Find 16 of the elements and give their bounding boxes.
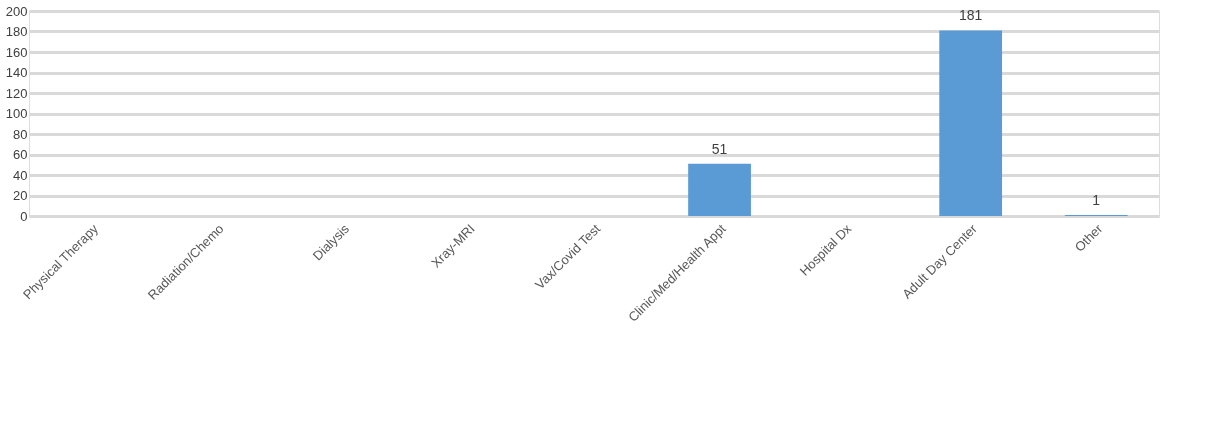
y-tick-label: 0 bbox=[20, 208, 28, 224]
data-label: 181 bbox=[958, 7, 983, 24]
y-tick-label: 80 bbox=[13, 126, 28, 142]
y-tick-label: 200 bbox=[5, 3, 28, 19]
data-label: 1 bbox=[1092, 191, 1101, 208]
y-tick-label: 140 bbox=[5, 65, 28, 80]
y-tick-label: 100 bbox=[5, 106, 28, 121]
y-tick-label: 160 bbox=[5, 44, 28, 60]
bar bbox=[688, 163, 751, 216]
bar bbox=[939, 30, 1003, 216]
y-tick-label: 120 bbox=[5, 85, 28, 101]
y-tick-label: 60 bbox=[13, 147, 28, 162]
data-label: 51 bbox=[711, 140, 728, 157]
y-tick-label: 20 bbox=[13, 188, 28, 203]
y-tick-label: 40 bbox=[13, 167, 28, 183]
y-tick-label: 180 bbox=[5, 24, 28, 39]
